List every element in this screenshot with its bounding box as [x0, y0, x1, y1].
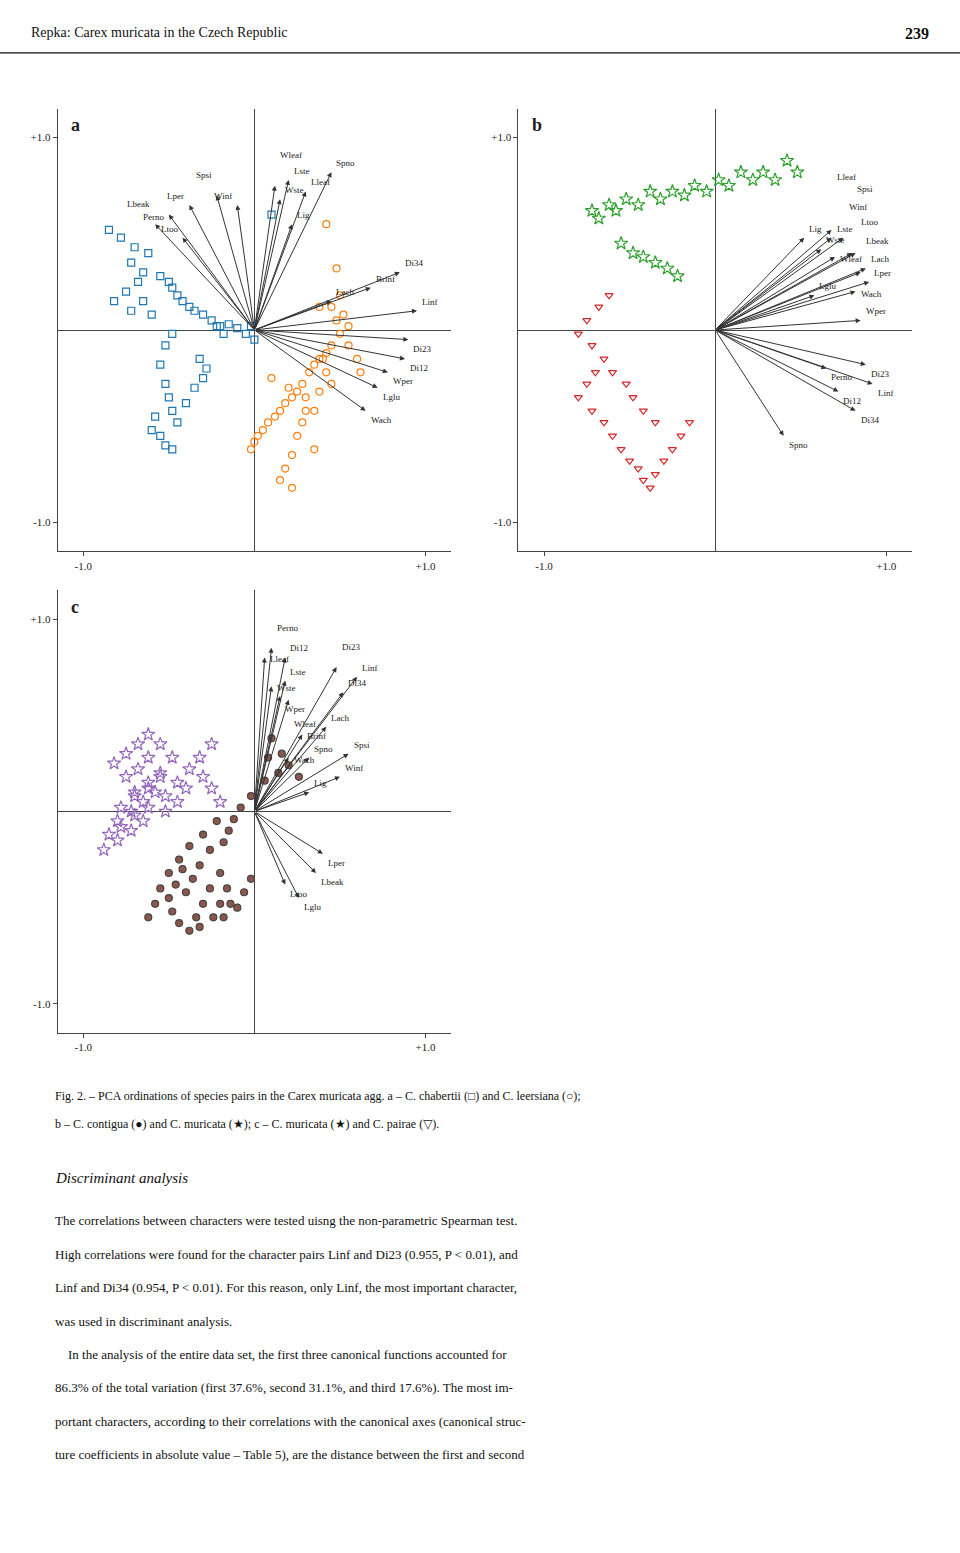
svg-text:b – C. contigua (●) and C. mur: b – C. contigua (●) and C. muricata (★);… [55, 1117, 439, 1131]
svg-text:Wach: Wach [294, 755, 315, 765]
svg-text:Di12: Di12 [843, 396, 861, 406]
svg-text:Linf: Linf [362, 663, 378, 673]
svg-text:Lbeak: Lbeak [127, 199, 150, 209]
svg-text:Wach: Wach [861, 289, 882, 299]
svg-text:Spsi: Spsi [857, 184, 873, 194]
svg-text:Di23: Di23 [342, 642, 361, 652]
svg-text:Perno: Perno [831, 372, 852, 382]
svg-text:Ltoo: Ltoo [861, 217, 878, 227]
svg-text:+1.0: +1.0 [416, 1041, 436, 1053]
svg-text:Lglu: Lglu [304, 902, 321, 912]
svg-text:Wach: Wach [371, 415, 392, 425]
svg-text:Spno: Spno [314, 744, 333, 754]
svg-text:Linf: Linf [422, 297, 438, 307]
svg-text:In the analysis of the entire: In the analysis of the entire data set, … [55, 1347, 507, 1362]
svg-text:Discriminant analysis: Discriminant analysis [55, 1170, 188, 1186]
svg-text:Di12: Di12 [290, 643, 308, 653]
svg-text:Winf: Winf [345, 763, 363, 773]
svg-text:Fig. 2. – PCA ordinations of s: Fig. 2. – PCA ordinations of species pai… [55, 1089, 581, 1103]
svg-text:Perno: Perno [277, 623, 298, 633]
svg-text:-1.0: -1.0 [494, 516, 512, 528]
svg-text:Winf: Winf [849, 202, 867, 212]
svg-text:Lste: Lste [294, 166, 310, 176]
svg-text:Lper: Lper [328, 858, 345, 868]
svg-text:Lste: Lste [290, 667, 306, 677]
svg-text:Lig: Lig [297, 210, 310, 220]
svg-text:Lper: Lper [167, 191, 184, 201]
svg-text:Lach: Lach [336, 287, 354, 297]
svg-text:The correlations between chara: The correlations between characters were… [55, 1213, 517, 1228]
svg-text:Lach: Lach [871, 254, 889, 264]
svg-text:Lleaf: Lleaf [270, 654, 289, 664]
svg-text:Ltoo: Ltoo [161, 224, 178, 234]
svg-text:Lper: Lper [874, 268, 891, 278]
svg-text:Lleaf: Lleaf [837, 172, 856, 182]
svg-text:Linf and Di34 (0.954, P < 0.01: Linf and Di34 (0.954, P < 0.01). For thi… [55, 1280, 517, 1295]
svg-text:Wste: Wste [277, 683, 296, 693]
svg-text:Linf: Linf [878, 388, 894, 398]
svg-text:86.3% of the total variation (: 86.3% of the total variation (first 37.6… [55, 1380, 513, 1395]
svg-text:Spsi: Spsi [354, 740, 370, 750]
svg-text:Lig: Lig [314, 778, 327, 788]
svg-text:Wleaf: Wleaf [294, 719, 316, 729]
svg-text:Lste: Lste [837, 224, 853, 234]
svg-text:-1.0: -1.0 [75, 1041, 93, 1053]
svg-text:-1.0: -1.0 [535, 560, 553, 572]
svg-text:Perno: Perno [143, 212, 164, 222]
svg-text:portant characters, according: portant characters, according to their c… [55, 1414, 526, 1429]
svg-text:Di23: Di23 [413, 344, 432, 354]
svg-text:-1.0: -1.0 [33, 998, 51, 1010]
svg-text:Winf: Winf [214, 191, 232, 201]
svg-text:Lbeak: Lbeak [866, 236, 889, 246]
svg-text:-1.0: -1.0 [33, 516, 51, 528]
svg-text:Lach: Lach [331, 713, 349, 723]
svg-text:Lleaf: Lleaf [311, 177, 330, 187]
svg-text:+1.0: +1.0 [876, 560, 896, 572]
svg-text:Di23: Di23 [871, 369, 890, 379]
svg-text:Wste: Wste [285, 185, 304, 195]
svg-text:Lglu: Lglu [819, 281, 836, 291]
svg-text:c: c [71, 597, 79, 617]
svg-text:Brinf: Brinf [307, 731, 326, 741]
svg-text:b: b [532, 115, 542, 135]
svg-text:Wper: Wper [866, 306, 886, 316]
svg-text:Wleaf: Wleaf [280, 150, 302, 160]
svg-text:Wper: Wper [285, 704, 305, 714]
svg-text:Di34: Di34 [861, 415, 880, 425]
svg-text:was used in discriminant analy: was used in discriminant analysis. [55, 1314, 232, 1329]
svg-text:Wleaf: Wleaf [840, 254, 862, 264]
svg-text:Lglu: Lglu [383, 392, 400, 402]
svg-text:Repka: Carex muricata in the C: Repka: Carex muricata in the Czech Repub… [31, 25, 288, 40]
svg-text:Lig: Lig [809, 224, 822, 234]
svg-text:ture coefficients in absolute: ture coefficients in absolute value – Ta… [55, 1447, 525, 1462]
svg-text:-1.0: -1.0 [75, 560, 93, 572]
svg-text:Spno: Spno [789, 440, 808, 450]
svg-text:Spno: Spno [336, 158, 355, 168]
svg-text:a: a [71, 115, 80, 135]
svg-text:+1.0: +1.0 [416, 560, 436, 572]
svg-text:Wper: Wper [393, 376, 413, 386]
svg-text:239: 239 [905, 25, 929, 42]
svg-text:Di34: Di34 [348, 678, 367, 688]
svg-text:Ltoo: Ltoo [290, 889, 307, 899]
svg-text:Brinf: Brinf [376, 274, 395, 284]
svg-text:Di12: Di12 [410, 363, 428, 373]
svg-text:Wste: Wste [826, 235, 845, 245]
svg-text:Spsi: Spsi [196, 170, 212, 180]
svg-text:Lbeak: Lbeak [321, 877, 344, 887]
svg-text:Di34: Di34 [405, 258, 424, 268]
svg-text:High correlations were found f: High correlations were found for the cha… [55, 1247, 518, 1262]
svg-text:+1.0: +1.0 [30, 131, 50, 143]
svg-text:+1.0: +1.0 [491, 131, 511, 143]
svg-text:+1.0: +1.0 [30, 613, 50, 625]
